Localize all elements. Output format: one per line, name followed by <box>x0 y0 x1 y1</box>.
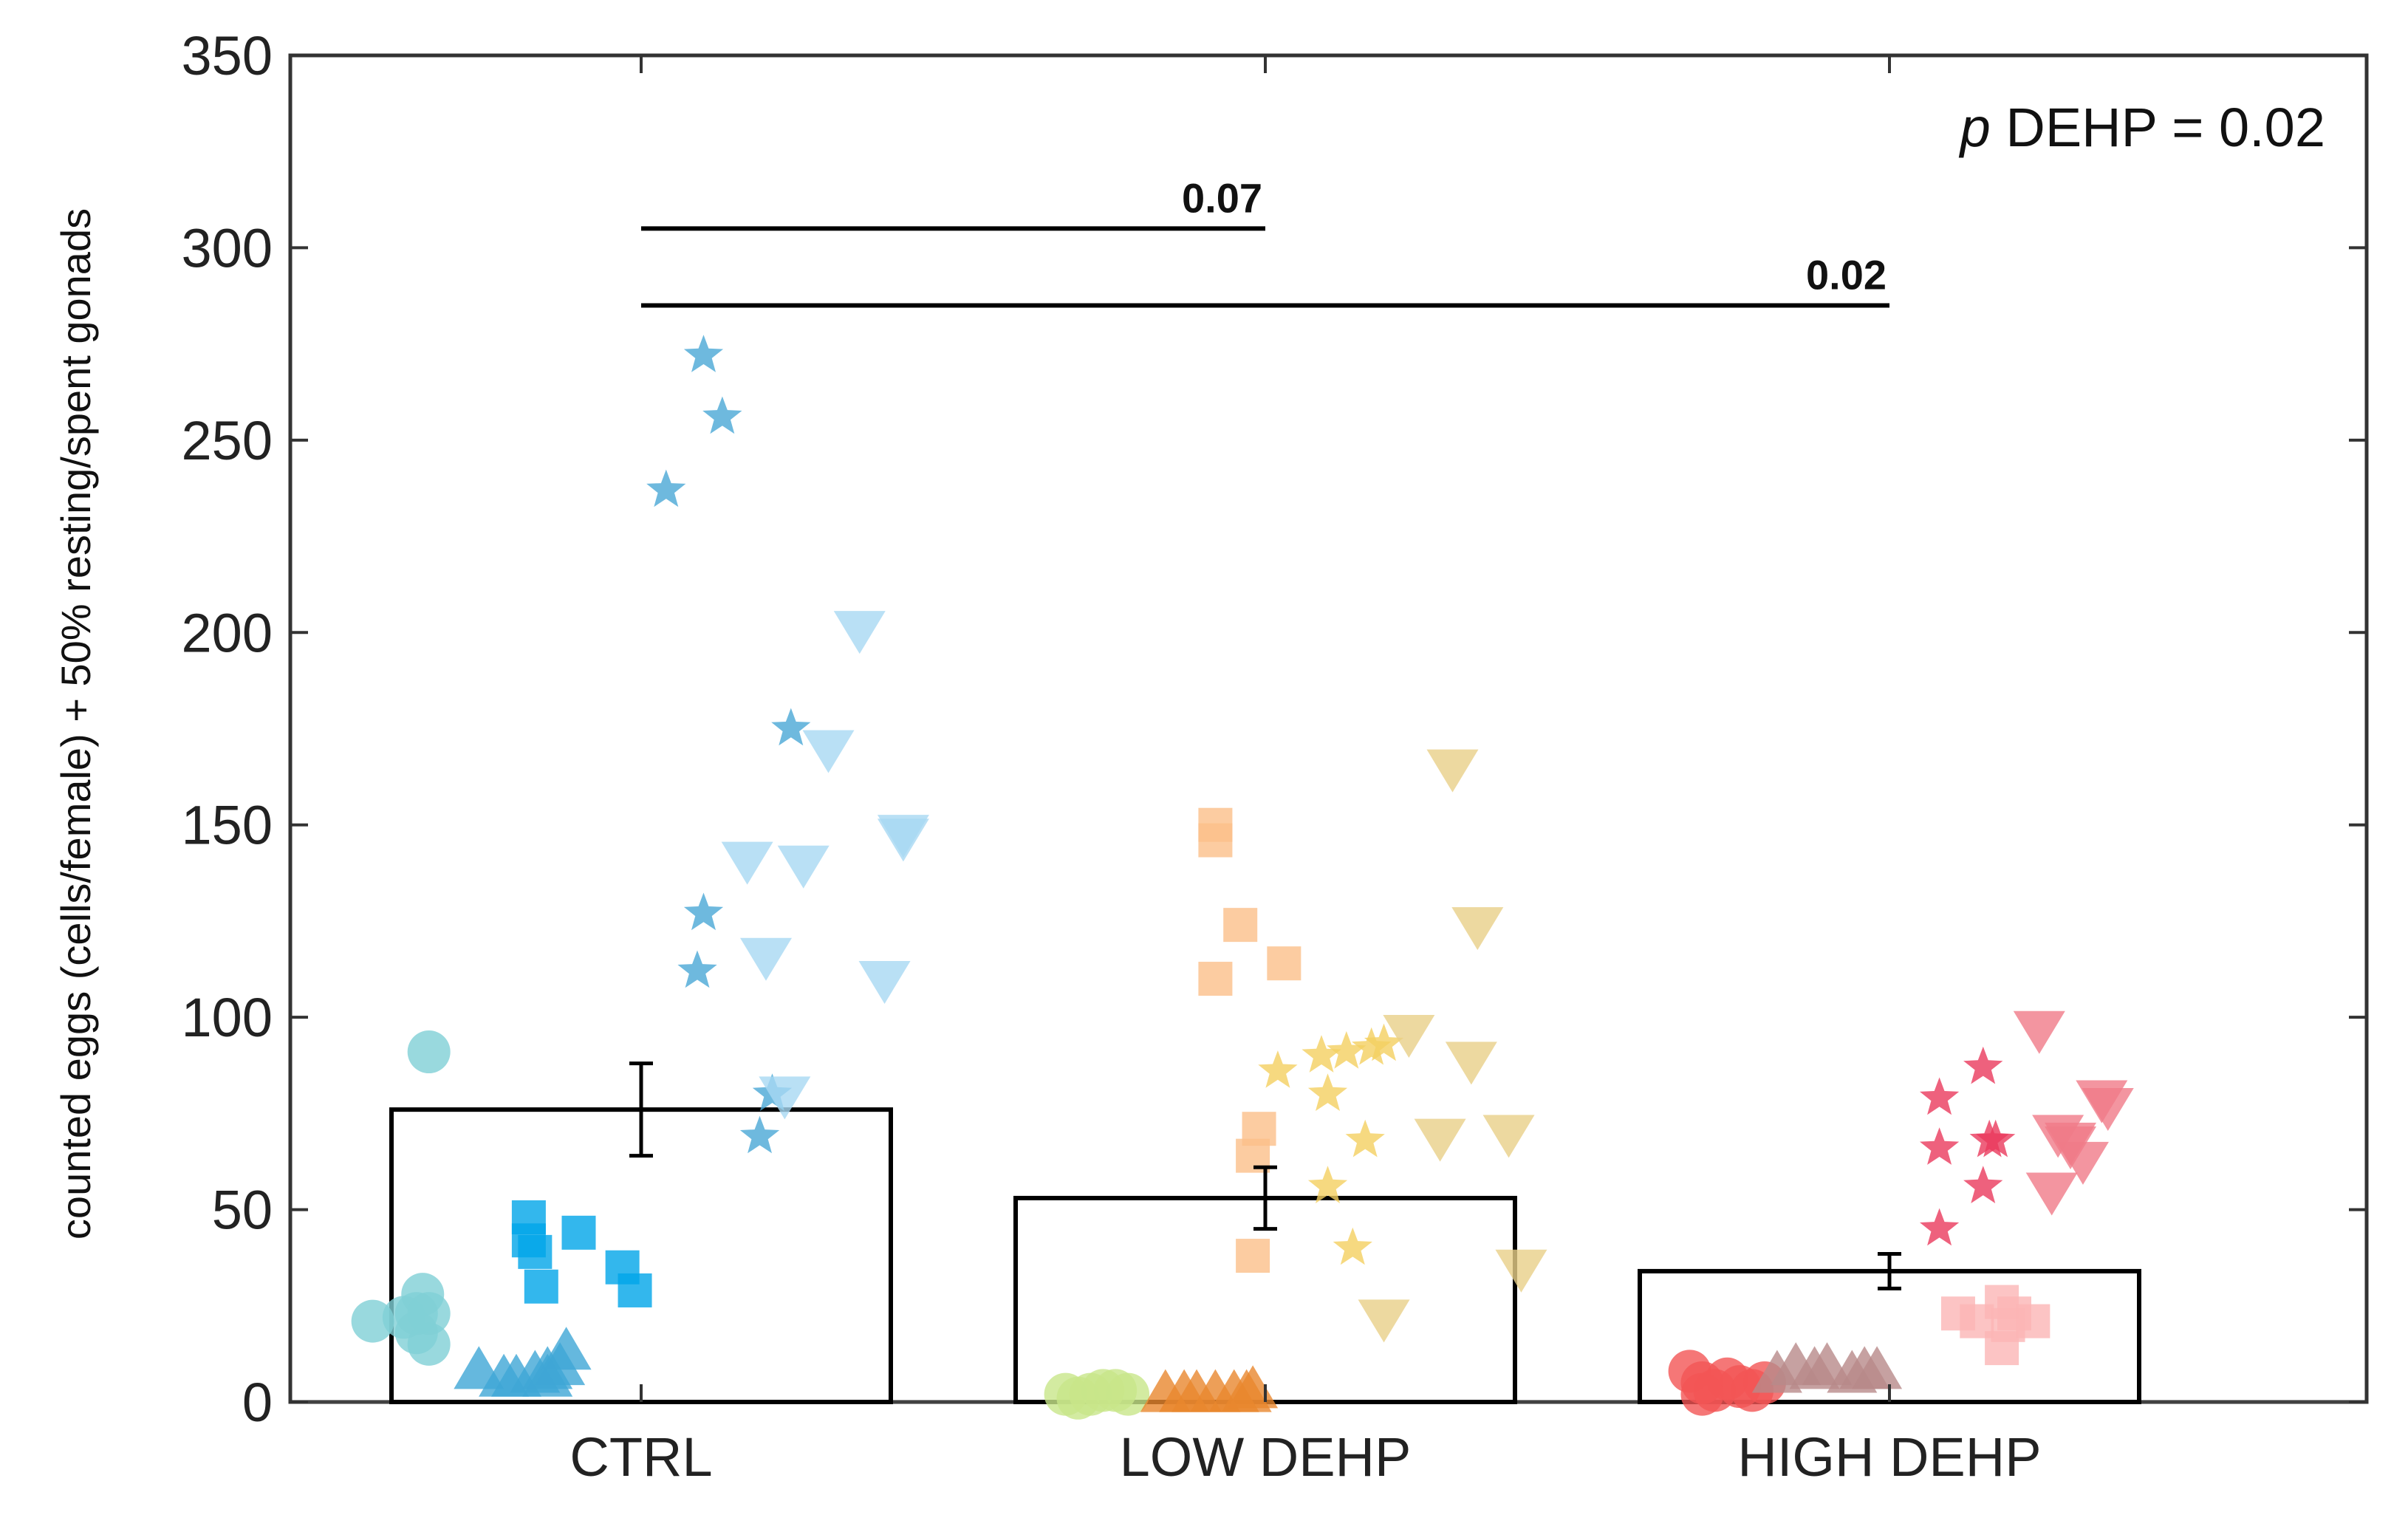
y-axis-title: counted eggs (cells/female) + 50% restin… <box>52 208 99 1239</box>
point-square <box>1223 908 1258 943</box>
point-square <box>1198 962 1233 996</box>
point-star <box>1976 1119 2016 1157</box>
point-triangle-down <box>1445 1042 1497 1085</box>
point-star <box>1345 1119 1385 1157</box>
point-square <box>1236 1239 1270 1273</box>
y-tick-label: 250 <box>182 410 273 471</box>
point-star <box>646 469 686 507</box>
point-triangle-down <box>759 1076 811 1120</box>
point-circle <box>1680 1372 1724 1416</box>
y-tick-label: 150 <box>182 795 273 856</box>
point-square <box>2016 1304 2050 1338</box>
point-star <box>1258 1050 1298 1088</box>
point-star <box>683 335 724 372</box>
y-tick-label: 200 <box>182 602 273 663</box>
point-square <box>561 1215 596 1250</box>
point-circle <box>407 1030 451 1074</box>
y-tick-label: 50 <box>212 1180 273 1241</box>
point-star <box>739 1115 780 1154</box>
point-square <box>618 1273 652 1307</box>
error-bars <box>629 1061 1901 1290</box>
point-star <box>1352 1027 1392 1065</box>
point-triangle-down <box>833 611 886 654</box>
significance-label: 0.02 <box>1806 252 1887 298</box>
point-star <box>1920 1208 1960 1246</box>
point-star <box>1327 1031 1367 1069</box>
point-star <box>1333 1227 1372 1265</box>
point-triangle-down <box>2013 1010 2065 1054</box>
point-triangle-down <box>1426 749 1479 793</box>
point-triangle-down <box>721 841 773 885</box>
point-triangle-down <box>877 818 929 862</box>
x-tick-label: CTRL <box>569 1426 712 1488</box>
point-square <box>1267 946 1302 981</box>
point-square <box>1198 823 1233 858</box>
significance-label: 0.07 <box>1182 174 1262 221</box>
significance-brackets: 0.07 0.02 <box>641 174 1889 308</box>
point-triangle-up <box>1852 1346 1903 1389</box>
point-triangle-down <box>2045 1126 2097 1170</box>
point-star <box>1920 1127 1960 1165</box>
error-bar-low-dehp <box>1253 1165 1277 1231</box>
error-bar-ctrl <box>629 1061 653 1158</box>
point-triangle-down <box>858 961 911 1005</box>
point-circle <box>407 1322 451 1366</box>
point-triangle-down <box>777 845 830 889</box>
point-triangle-down <box>1495 1249 1547 1293</box>
p-value-text: DEHP = 0.02 <box>1991 97 2325 158</box>
point-star <box>1302 1035 1341 1073</box>
point-triangle-down <box>740 937 792 981</box>
point-triangle-down <box>1358 1299 1410 1343</box>
point-circle <box>351 1299 394 1343</box>
point-triangle-up <box>522 1353 573 1397</box>
point-circle <box>1106 1372 1150 1416</box>
point-star <box>1307 1073 1348 1111</box>
point-square <box>518 1234 553 1269</box>
x-tick-label: HIGH DEHP <box>1737 1426 2041 1488</box>
error-bar-high-dehp <box>1878 1251 1901 1290</box>
point-star <box>683 892 724 931</box>
y-tick-label: 350 <box>182 25 273 86</box>
point-triangle-up <box>541 1327 592 1370</box>
point-triangle-down <box>1383 1014 1435 1058</box>
point-star <box>677 950 717 988</box>
point-square <box>1985 1331 2019 1366</box>
point-triangle-down <box>2025 1172 2078 1216</box>
point-circle <box>1056 1376 1100 1420</box>
point-star <box>1963 1046 2003 1084</box>
axes: 0 50 100 150 200 250 300 350 CTRL LOW DEHP HIGH DE… <box>182 25 2367 1488</box>
y-tick-label: 300 <box>182 217 273 278</box>
p-value-annotation: p DEHP = 0.02 <box>1959 97 2325 158</box>
point-square <box>524 1269 558 1304</box>
point-triangle-down <box>2082 1087 2134 1131</box>
y-tick-label: 0 <box>242 1372 273 1433</box>
point-star <box>1307 1166 1348 1203</box>
p-symbol: p <box>1959 97 1991 158</box>
point-star <box>702 396 742 434</box>
point-triangle-down <box>1451 907 1504 951</box>
point-star <box>1963 1166 2003 1203</box>
point-star <box>771 708 811 746</box>
data-points <box>351 335 2134 1420</box>
point-star <box>1920 1077 1960 1115</box>
point-triangle-down <box>802 730 855 773</box>
y-tick-label: 100 <box>182 987 273 1048</box>
x-tick-label: LOW DEHP <box>1120 1426 1412 1488</box>
point-triangle-down <box>1414 1118 1466 1162</box>
point-triangle-down <box>1482 1115 1535 1158</box>
point-star <box>1364 1023 1404 1061</box>
